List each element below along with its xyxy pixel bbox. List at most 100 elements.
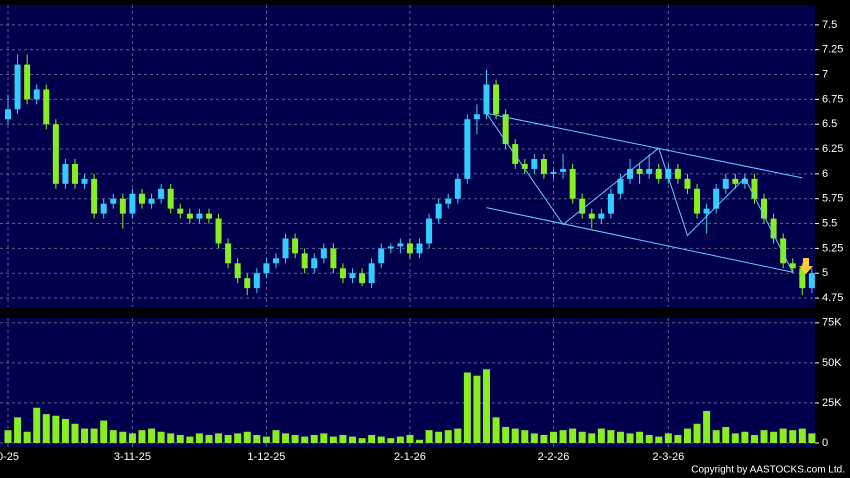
volume-bar: [215, 433, 223, 443]
price-panel: [0, 5, 815, 307]
candle-body: [272, 258, 279, 264]
candle-body: [349, 273, 356, 279]
y-tick-label: 6.25: [822, 143, 843, 155]
candle-body: [148, 198, 155, 204]
y-tick-label: 5.5: [822, 217, 837, 229]
y-tick-label: 6.75: [822, 93, 843, 105]
volume-bar: [396, 436, 404, 443]
candle-body: [359, 273, 366, 284]
volume-bar: [416, 439, 424, 443]
volume-bar: [14, 417, 22, 443]
y-tick-label: 5.25: [822, 242, 843, 254]
candle-body: [5, 109, 11, 120]
volume-bar: [540, 434, 548, 443]
candle-body: [617, 178, 624, 194]
volume-bar: [722, 426, 730, 443]
candle-body: [713, 188, 720, 209]
volume-bar: [703, 410, 711, 443]
candle-body: [387, 246, 394, 249]
volume-bar: [693, 423, 701, 443]
volume-bar: [588, 433, 596, 443]
volume-bar: [760, 430, 768, 443]
candle-body: [636, 168, 643, 174]
trend-line: [486, 112, 803, 179]
volume-bar: [559, 430, 567, 443]
volume-panel: [0, 318, 815, 447]
volume-bar: [683, 428, 691, 443]
candle-body: [569, 168, 576, 199]
volume-bar: [530, 433, 538, 443]
candle-body: [751, 178, 758, 199]
volume-bar: [454, 428, 462, 443]
candle-body: [186, 213, 193, 219]
volume-bar: [463, 372, 471, 443]
volume-bar: [339, 434, 347, 443]
candle-body: [426, 218, 433, 244]
candle-body: [196, 213, 203, 219]
volume-bar: [377, 436, 385, 443]
candle-body: [225, 243, 232, 264]
x-tick-label: 2-2-26: [538, 451, 570, 463]
volume-bar: [770, 431, 778, 443]
volume-bar: [282, 433, 290, 443]
volume-bar: [607, 430, 615, 443]
volume-bar: [741, 431, 749, 443]
volume-bar: [243, 431, 251, 443]
volume-bar: [71, 423, 79, 443]
candle-body: [473, 114, 480, 120]
volume-bar: [521, 430, 529, 443]
candle-body: [253, 273, 260, 289]
candle-body: [406, 243, 413, 254]
candle-body: [454, 178, 461, 199]
candle-body: [416, 243, 423, 254]
candle-body: [550, 171, 557, 174]
candle-body: [33, 89, 40, 100]
volume-bar: [272, 430, 280, 443]
volume-bar: [195, 433, 203, 443]
volume-bar: [444, 430, 452, 443]
candle-body: [311, 258, 318, 269]
volume-bar: [186, 436, 194, 443]
candle-body: [215, 218, 222, 244]
volume-bar: [435, 431, 443, 443]
candle-body: [158, 188, 165, 199]
volume-bar: [712, 430, 720, 443]
volume-bar: [310, 434, 318, 443]
volume-bar: [81, 428, 89, 443]
signal-arrow: [799, 258, 813, 274]
candle-body: [129, 193, 136, 214]
candle-body: [14, 64, 21, 110]
volume-bar: [90, 428, 98, 443]
volume-bar: [597, 428, 605, 443]
candle-body: [263, 263, 270, 274]
x-tick-label: 2-1-26: [394, 451, 426, 463]
candle-body: [732, 178, 739, 184]
candle-body: [588, 213, 595, 219]
candle-body: [464, 119, 471, 179]
candle-body: [234, 263, 241, 279]
candle-body: [43, 89, 50, 125]
candle-body: [655, 168, 662, 179]
marks: [4, 54, 816, 443]
candle-body: [62, 163, 69, 184]
volume-bar: [645, 434, 653, 443]
volume-bar: [358, 438, 366, 443]
candle-body: [598, 213, 605, 219]
volume-bar: [301, 436, 309, 443]
volume-bar: [502, 426, 510, 443]
volume-bar: [224, 434, 232, 443]
candle-body: [493, 84, 500, 115]
candle-body: [502, 114, 509, 145]
candle-body: [665, 168, 672, 179]
volume-bar: [42, 414, 50, 443]
volume-bar: [205, 434, 213, 443]
y-tick-label: 75K: [822, 317, 842, 329]
y-tick-label: 6.5: [822, 118, 837, 130]
trend-line: [486, 112, 794, 273]
volume-bar: [406, 434, 414, 443]
copyright: Copyright by AASTOCKS.com Ltd.: [691, 465, 845, 476]
y-tick-label: 25K: [822, 397, 842, 409]
volume-bar: [492, 417, 500, 443]
volume-bar: [655, 436, 663, 443]
